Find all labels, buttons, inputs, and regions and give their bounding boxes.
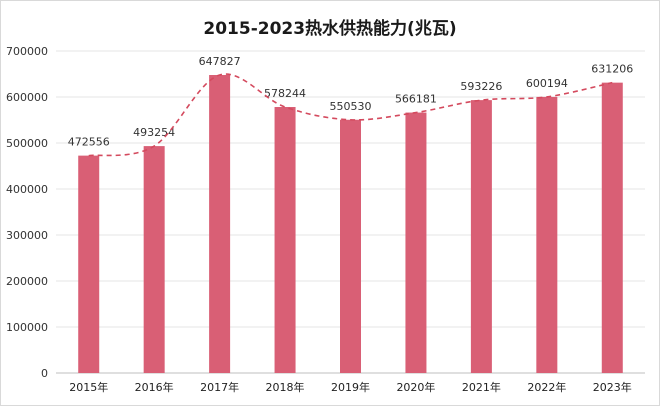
x-tick-label: 2023年 [593, 380, 632, 394]
x-tick-label: 2020年 [396, 380, 435, 394]
bar [78, 155, 100, 373]
bar [601, 82, 623, 374]
bar [274, 107, 296, 374]
bar [143, 146, 165, 373]
trend-line [88, 73, 613, 157]
y-tick-label: 200000 [6, 275, 48, 288]
x-tick-label: 2021年 [462, 380, 501, 394]
y-tick-label: 600000 [6, 91, 48, 104]
data-label: 600194 [526, 77, 568, 90]
x-tick-label: 2018年 [266, 380, 305, 394]
bar [470, 100, 492, 374]
x-tick-label: 2016年 [135, 380, 174, 394]
x-tick-label: 2019年 [331, 380, 370, 394]
y-tick-label: 400000 [6, 183, 48, 196]
x-tick-label: 2022年 [527, 380, 566, 394]
data-label: 631206 [591, 63, 633, 76]
y-tick-label: 300000 [6, 229, 48, 242]
data-label: 578244 [264, 87, 306, 100]
data-label: 593226 [460, 80, 502, 93]
x-tick-label: 2017年 [200, 380, 239, 394]
bar [340, 119, 361, 374]
bar [405, 112, 427, 374]
data-label: 647827 [199, 55, 241, 68]
data-label: 550530 [330, 100, 372, 113]
data-label: 472556 [68, 136, 110, 149]
y-tick-label: 100000 [6, 321, 48, 334]
bar [209, 74, 231, 374]
bar [536, 96, 558, 373]
data-label: 493254 [133, 126, 175, 139]
chart-title: 2015-2023热水供热能力(兆瓦) [203, 19, 457, 39]
y-tick-label: 700000 [6, 45, 48, 58]
y-tick-label: 500000 [6, 137, 48, 150]
x-tick-label: 2015年 [69, 380, 108, 394]
y-tick-label: 0 [41, 367, 48, 380]
data-label: 566181 [395, 93, 437, 106]
